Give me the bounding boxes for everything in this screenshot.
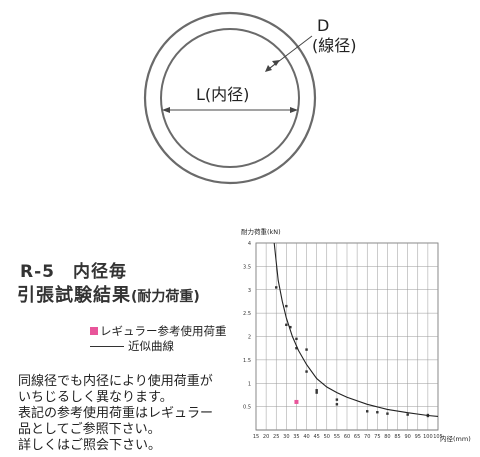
data-point [305, 348, 308, 351]
test-title-note: (耐力荷重) [131, 289, 200, 305]
legend-regular: レギュラー参考使用荷重 [90, 324, 227, 338]
x-tick-label: 100 [423, 434, 433, 440]
test-title-main: 引張試験結果 [17, 285, 131, 306]
y-tick-label: 2.5 [243, 311, 251, 317]
x-tick-label: 75 [374, 434, 380, 440]
y-tick-label: 1.5 [243, 358, 251, 364]
inner-diameter-arrow-right [290, 107, 298, 113]
wire-diameter-arrow-b [272, 60, 280, 66]
inner-diameter-label: L(内径) [194, 85, 252, 104]
data-point [295, 346, 298, 350]
test-title: 引張試験結果(耐力荷重) [17, 281, 200, 307]
legend-approx: 近似曲線 [90, 339, 174, 353]
note-line-3: 表記の参考使用荷重はレギュラー [18, 406, 214, 421]
x-tick-label: 20 [263, 434, 269, 440]
legend-approx-line [90, 346, 124, 347]
data-point [285, 323, 288, 327]
x-tick-label: 85 [394, 434, 400, 440]
legend-regular-swatch [90, 327, 98, 335]
product-title: R-5 内径毎 [20, 262, 127, 282]
note-line-4: 品としてご参照下さい。 [18, 422, 161, 437]
y-axis-label: 耐力荷重(kN) [241, 227, 281, 236]
data-point [289, 325, 292, 329]
approx-curve [273, 242, 439, 417]
x-axis-label: 内径(mm) [440, 434, 471, 443]
data-point [315, 391, 318, 394]
data-point [295, 337, 298, 341]
data-point [315, 389, 318, 392]
outer-circle [143, 11, 317, 185]
x-tick-label: 40 [303, 434, 309, 440]
x-tick-label: 95 [415, 434, 421, 440]
inner-circle [160, 28, 300, 168]
data-point [366, 410, 369, 413]
wire-diameter-arrow-a [265, 65, 272, 72]
x-tick-label: 70 [364, 434, 370, 440]
data-point [305, 370, 308, 373]
y-tick-label: 1 [248, 381, 251, 387]
wire-diameter-label: D [317, 16, 330, 35]
x-tick-label: 45 [313, 434, 319, 440]
x-tick-label: 60 [344, 434, 350, 440]
x-tick-label: 25 [273, 434, 279, 440]
note-line-2: いちじるしく異なります。 [18, 390, 173, 405]
y-tick-label: 2 [248, 335, 251, 341]
y-tick-label: 4 [248, 241, 251, 247]
x-tick-label: 55 [334, 434, 340, 440]
note-line-1: 同線径でも内径により使用荷重が [18, 374, 213, 389]
x-tick-label: 50 [324, 434, 330, 440]
x-tick-label: 35 [293, 434, 299, 440]
x-tick-label: 65 [354, 434, 360, 440]
data-point [335, 403, 339, 406]
x-tick-label: 105 [433, 434, 443, 440]
inner-diameter-arrow-left [162, 107, 170, 113]
legend-regular-label: レギュラー参考使用荷重 [100, 324, 227, 338]
legend-approx-label: 近似曲線 [128, 339, 174, 353]
data-point [285, 304, 288, 308]
data-point [386, 412, 389, 415]
x-tick-label: 80 [384, 434, 390, 440]
x-tick-label: 15 [253, 434, 259, 440]
y-tick-label: 3 [248, 288, 251, 294]
regular-load-point [294, 399, 299, 404]
note-line-5: 詳しくはご照会下さい。 [18, 438, 162, 453]
x-tick-label: 90 [404, 434, 410, 440]
x-tick-label: 30 [283, 434, 289, 440]
data-point [335, 398, 339, 401]
data-point [376, 411, 379, 414]
y-tick-label: 0.5 [243, 405, 251, 411]
y-tick-label: 3.5 [243, 264, 251, 270]
ring-diagram [143, 11, 317, 185]
data-point [275, 286, 278, 289]
data-point [406, 413, 409, 416]
wire-diameter-sub-label: (線径) [312, 36, 357, 55]
